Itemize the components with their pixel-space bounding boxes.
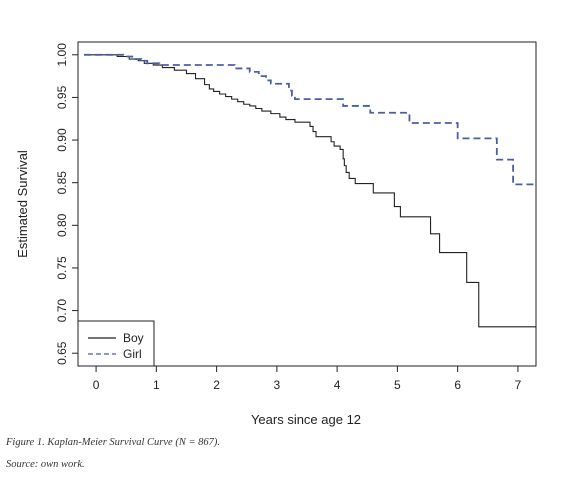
x-tick-label: 4: [334, 378, 341, 392]
x-tick-label: 0: [93, 378, 100, 392]
x-tick-label: 3: [274, 378, 281, 392]
y-axis-label: Estimated Survival: [15, 150, 30, 258]
series-line-girl: [84, 53, 536, 186]
series-line-boy: [84, 54, 536, 328]
y-tick-label: 1.00: [55, 43, 69, 67]
x-axis-label: Years since age 12: [251, 412, 361, 427]
y-tick-label: 0.90: [55, 128, 69, 152]
y-tick-label: 0.80: [55, 213, 69, 237]
y-tick-label: 0.65: [55, 341, 69, 365]
x-tick-label: 7: [515, 378, 522, 392]
x-tick-label: 2: [213, 378, 220, 392]
legend-label-boy: Boy: [123, 331, 144, 345]
y-axis: 0.65 0.70 0.75 0.80 0.85 0.90 0.95 1.00: [55, 43, 78, 365]
survival-chart: 0 1 2 3 4 5 6 7 0.65 0.70 0.75 0.80 0.85 0.90 0.95 1.0…: [15, 41, 537, 427]
y-tick-label: 0.95: [55, 85, 69, 109]
x-tick-label: 1: [153, 378, 160, 392]
x-tick-label: 6: [454, 378, 461, 392]
y-tick-label: 0.85: [55, 171, 69, 195]
y-tick-label: 0.75: [55, 256, 69, 280]
legend-box: [77, 320, 155, 367]
source-note: Source: own work.: [6, 459, 85, 470]
series-layer: [84, 53, 536, 328]
legend-label-girl: Girl: [123, 347, 142, 361]
x-axis: 0 1 2 3 4 5 6 7: [93, 366, 522, 392]
figure-caption: Figure 1. Kaplan-Meier Survival Curve (N…: [6, 437, 221, 448]
legend: Boy Girl: [77, 320, 155, 367]
x-tick-label: 5: [394, 378, 401, 392]
y-tick-label: 0.70: [55, 299, 69, 323]
plot-frame: [77, 41, 537, 367]
